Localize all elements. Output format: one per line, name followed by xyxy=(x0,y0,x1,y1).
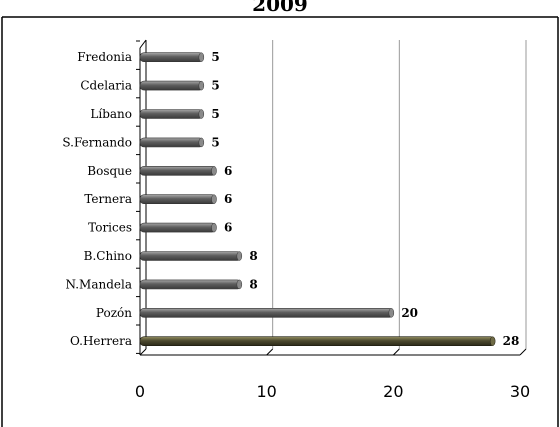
bar-cap xyxy=(211,194,217,204)
x-tick-labels: 0 10 20 30 xyxy=(135,382,530,401)
value-label: 5 xyxy=(211,50,219,64)
value-label: 5 xyxy=(211,107,219,121)
bar xyxy=(139,52,204,63)
value-label: 6 xyxy=(224,221,232,235)
bar-cap xyxy=(236,251,243,261)
floor-tick xyxy=(519,348,527,356)
floor-tick xyxy=(266,348,274,356)
category-label: O.Herrera xyxy=(70,334,132,348)
floor-tick xyxy=(392,348,400,356)
bar-cap xyxy=(388,308,395,318)
bar xyxy=(139,336,495,347)
value-label: 5 xyxy=(211,135,219,149)
x-tick-label: 0 xyxy=(135,382,145,401)
floor-tick xyxy=(139,348,147,356)
bar xyxy=(139,222,217,233)
category-label: B.Chino xyxy=(84,249,132,263)
category-label: Pozón xyxy=(96,306,132,320)
bar xyxy=(139,307,394,318)
value-label: 6 xyxy=(224,164,232,178)
x-tick-label: 20 xyxy=(383,382,403,401)
chart-title: 2009 xyxy=(252,0,308,16)
category-label: Ternera xyxy=(84,192,132,206)
category-label: S.Fernando xyxy=(62,135,132,149)
bar xyxy=(139,109,204,119)
bar-cap xyxy=(198,137,205,148)
category-label: Cdelaria xyxy=(80,79,132,93)
category-label: Fredonia xyxy=(77,50,132,64)
value-label: 8 xyxy=(249,249,257,263)
bar-cap xyxy=(198,52,205,62)
category-label: Bosque xyxy=(87,164,132,178)
category-labels: Fredonia Cdelaria Líbano S.Fernando Bosque Te… xyxy=(62,50,132,348)
category-label: N.Mandela xyxy=(66,277,133,291)
value-label: 6 xyxy=(224,192,232,206)
axis-corner xyxy=(139,39,147,49)
bar-cap xyxy=(198,109,205,119)
value-label: 5 xyxy=(211,79,219,93)
category-label: Torices xyxy=(88,221,132,235)
value-label: 28 xyxy=(503,334,520,348)
bar-cap xyxy=(236,279,243,290)
bar xyxy=(139,80,204,91)
category-label: Líbano xyxy=(90,107,132,121)
bar-cap xyxy=(211,222,217,233)
bar xyxy=(139,194,217,204)
value-label: 8 xyxy=(249,277,257,291)
bar xyxy=(139,166,217,176)
x-tick-label: 10 xyxy=(256,382,276,401)
value-labels: 5 5 5 5 6 6 6 8 8 20 28 xyxy=(211,50,519,348)
bar xyxy=(139,279,242,290)
grid-lines xyxy=(139,40,527,356)
value-label: 20 xyxy=(401,306,418,320)
axes xyxy=(136,39,520,356)
bar-cap xyxy=(198,80,205,91)
bar xyxy=(139,251,242,261)
bar-cap xyxy=(211,166,217,176)
bar xyxy=(139,137,204,148)
bar-cap xyxy=(489,336,496,346)
x-tick-label: 30 xyxy=(510,382,530,401)
bars xyxy=(139,52,496,347)
